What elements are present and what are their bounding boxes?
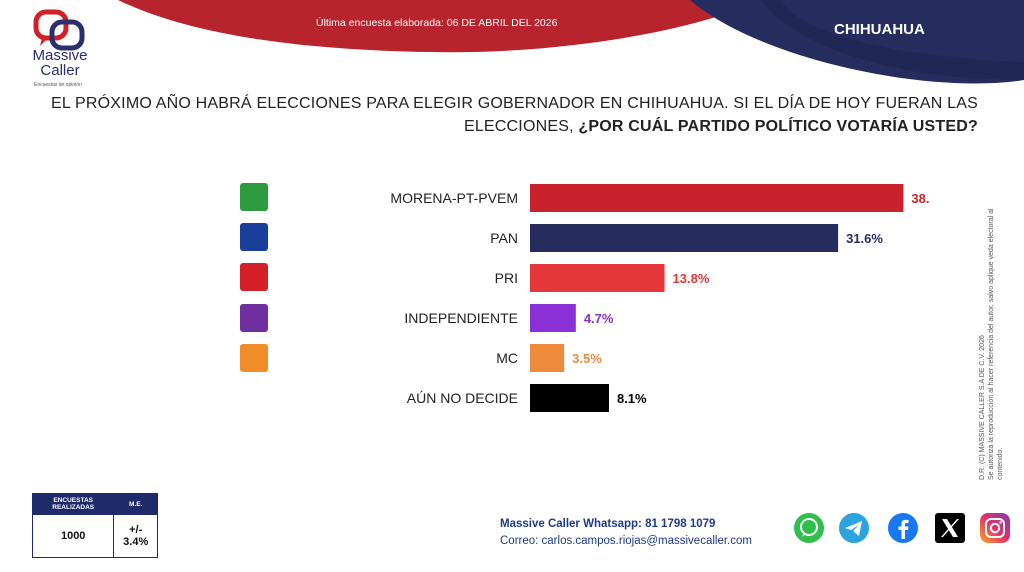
category-label: MC (496, 350, 518, 366)
header-red-band (118, 0, 760, 53)
facebook-icon[interactable] (887, 512, 919, 544)
survey-date: Última encuesta elaborada: 06 DE ABRIL D… (316, 17, 558, 29)
copyright-note: D.R. (C) MASSIVE CALLER S.A DE C.V. 2026… (979, 208, 1004, 480)
brand-name: Massive Caller (32, 47, 88, 79)
brand-tagline: Encuestas de opinión (34, 82, 82, 88)
margin-of-error-value: +/- 3.4% (113, 514, 158, 558)
value-label: 8.1% (617, 391, 647, 406)
sample-stats-table: ENCUESTAS REALIZADAS M.E. 1000 +/- 3.4% (31, 493, 158, 558)
sample-size-value: 1000 (31, 514, 115, 558)
state-name: CHIHUAHUA (834, 21, 925, 38)
category-label: MORENA-PT-PVEM (390, 190, 518, 206)
pan-logo-icon (240, 223, 268, 251)
x-icon[interactable] (934, 512, 966, 544)
question-line-1: EL PRÓXIMO AÑO HABRÁ ELECCIONES PARA ELE… (51, 95, 978, 112)
question-line-2: ELECCIONES, ¿POR CUÁL PARTIDO POLÍTICO V… (463, 118, 978, 135)
bar (530, 224, 839, 252)
mc-logo-icon (240, 344, 268, 372)
bar (530, 384, 609, 412)
value-label: 4.7% (584, 311, 614, 326)
category-label: PRI (495, 270, 518, 286)
value-label: 3.5% (572, 351, 602, 366)
independiente-logo-icon (240, 304, 268, 332)
whatsapp-icon[interactable] (793, 512, 825, 544)
survey-question: EL PRÓXIMO AÑO HABRÁ ELECCIONES PARA ELE… (20, 92, 978, 138)
sample-size-header: ENCUESTAS REALIZADAS (31, 493, 115, 515)
value-label: 13.8% (673, 271, 710, 286)
value-label: 31.6% (846, 231, 883, 246)
instagram-icon[interactable] (979, 512, 1011, 544)
value-label: 38.3% (911, 191, 930, 206)
telegram-icon[interactable] (838, 512, 870, 544)
bar (530, 304, 576, 332)
morena-pt-pvem-logo-icon (240, 183, 268, 211)
bar (530, 184, 904, 212)
contact-info: Massive Caller Whatsapp: 81 1798 1079 Co… (500, 516, 752, 550)
vote-intention-chart: MORENA-PT-PVEM 38.3% PAN 31.6% PRI 13.8% INDEP… (390, 184, 930, 412)
whatsapp-contact: Massive Caller Whatsapp: 81 1798 1079 (500, 518, 716, 530)
bar (530, 344, 565, 372)
bar (530, 264, 665, 292)
email-contact: Correo: carlos.campos.riojas@massivecall… (500, 535, 752, 547)
margin-of-error-header: M.E. (113, 493, 158, 515)
category-label: AÚN NO DECIDE (407, 390, 518, 406)
pri-logo-icon (240, 263, 268, 291)
category-label: PAN (490, 230, 518, 246)
category-label: INDEPENDIENTE (404, 310, 518, 326)
massive-caller-logo-icon (33, 9, 85, 51)
